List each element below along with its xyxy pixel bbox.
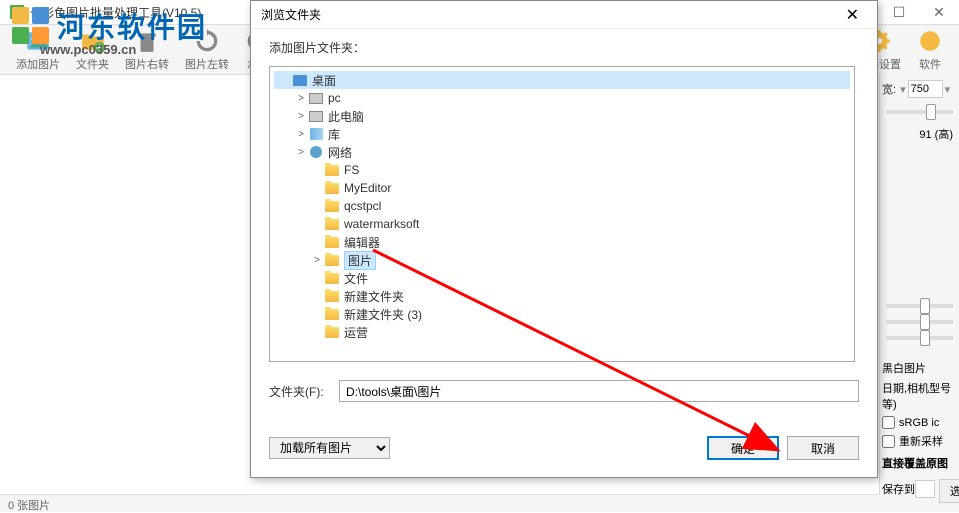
desktop-icon [292,73,308,87]
tree-expand-icon[interactable]: > [310,255,324,266]
width-label: 宽: [882,81,896,97]
folder-icon [324,181,340,195]
tree-item-label: 图片 [344,251,376,270]
tree-expand-icon[interactable]: > [294,111,308,122]
net-icon [308,145,324,159]
tree-item[interactable]: > 网络 [274,143,850,161]
folder-icon [324,199,340,213]
ok-button[interactable]: 确定 [707,436,779,460]
tree-item[interactable]: 运营 [274,323,850,341]
tree-item[interactable]: watermarksoft [274,215,850,233]
tree-expand-icon[interactable]: > [294,93,308,104]
saveto-input[interactable] [915,480,935,498]
slider-thumb[interactable] [926,104,936,120]
folder-icon [324,289,340,303]
tree-item-label: 此电脑 [328,108,364,125]
watermark-logo: 河东软件园 [0,0,217,52]
tree-item-label: 新建文件夹 (3) [344,306,422,323]
path-input[interactable] [339,380,859,402]
tree-expand-icon[interactable]: > [294,129,308,140]
quality-value: 91 (高) [882,126,957,142]
browse-folder-dialog: 浏览文件夹 ✕ 添加图片文件夹： 桌面>pc>此电脑>库>网络FSMyEdito… [250,0,878,478]
software-icon [917,28,943,54]
tree-expand-icon[interactable]: > [294,147,308,158]
tree-item-label: MyEditor [344,181,391,195]
browse-button[interactable]: 选择 [939,479,959,503]
folder-tree[interactable]: 桌面>pc>此电脑>库>网络FSMyEditorqcstpclwatermark… [269,66,855,362]
bw-label: 黑白图片 [882,360,957,376]
dialog-titlebar: 浏览文件夹 ✕ [251,1,877,29]
tree-item[interactable]: > 图片 [274,251,850,269]
close-button[interactable]: ✕ [919,0,959,25]
slider-3[interactable] [886,320,953,324]
tree-item-label: 新建文件夹 [344,288,404,305]
tree-item[interactable]: MyEditor [274,179,850,197]
tree-item-label: FS [344,163,359,177]
cancel-button[interactable]: 取消 [787,436,859,460]
tree-item-label: pc [328,91,341,105]
tree-item[interactable]: qcstpcl [274,197,850,215]
dialog-subtitle: 添加图片文件夹： [269,39,859,56]
folder-icon [324,325,340,339]
tree-item[interactable]: 新建文件夹 (3) [274,305,850,323]
tree-item[interactable]: 桌面 [274,71,850,89]
folder-icon [324,271,340,285]
tree-item[interactable]: > pc [274,89,850,107]
filter-select[interactable]: 加载所有图片 [269,437,390,459]
maximize-button[interactable]: ☐ [879,0,919,25]
slider-4[interactable] [886,336,953,340]
status-text: 0 张图片 [8,500,50,512]
tree-item[interactable]: >库 [274,125,850,143]
srgb-checkbox[interactable] [882,416,895,429]
tree-item-label: 库 [328,126,340,143]
quality-slider[interactable] [886,110,953,114]
path-label: 文件夹(F): [269,383,329,400]
width-input[interactable] [908,80,943,98]
tree-item-label: 运营 [344,324,368,341]
dialog-title-text: 浏览文件夹 [261,6,321,23]
resample-checkbox[interactable] [882,435,895,448]
watermark-icon [10,5,52,47]
folder-icon [324,253,340,267]
folder-icon [324,217,340,231]
tree-item-label: 网络 [328,144,352,161]
watermark-text: 河东软件园 [57,6,207,46]
right-settings-panel: 宽: ▾ ▾ 91 (高) 黑白图片 日期,相机型号等) sRGB ic 重新采… [880,75,959,512]
folder-icon [324,163,340,177]
date-label: 日期,相机型号等) [882,380,957,412]
folder-icon [324,307,340,321]
tree-item-label: watermarksoft [344,217,419,231]
tree-item[interactable]: > 此电脑 [274,107,850,125]
tree-item-label: qcstpcl [344,199,381,213]
pc-icon [308,109,324,123]
pc-icon [308,91,324,105]
status-bar: 0 张图片 [0,494,880,512]
tree-item-label: 文件 [344,270,368,287]
tree-item[interactable]: 文件 [274,269,850,287]
folder-icon [324,235,340,249]
tree-item-label: 编辑器 [344,234,380,251]
slider-2[interactable] [886,304,953,308]
tree-item[interactable]: 新建文件夹 [274,287,850,305]
dialog-close-button[interactable]: ✕ [838,5,867,25]
overwrite-label: 直接覆盖原图 [882,455,957,471]
tree-item[interactable]: FS [274,161,850,179]
tree-item-label: 桌面 [312,72,336,89]
tree-item[interactable]: 编辑器 [274,233,850,251]
toolbar-software[interactable]: 软件 [917,28,943,72]
lib-icon [308,127,324,141]
